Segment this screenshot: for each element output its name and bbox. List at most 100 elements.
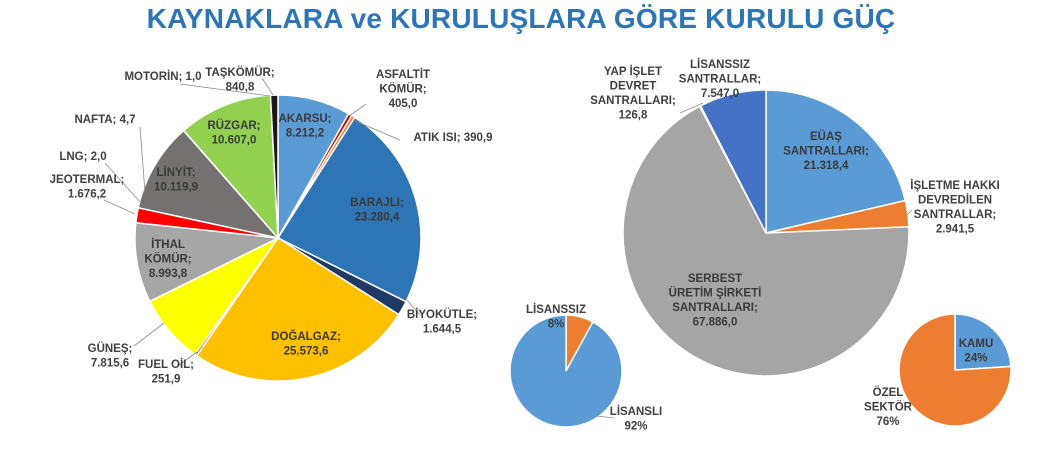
- label-akarsu-line: 8.212,2: [286, 128, 324, 140]
- slice-dogalgaz: [195, 236, 400, 382]
- label-ruzgar-line: RÜZGAR;: [207, 119, 260, 132]
- label-yid-line: SANTRALLARI;: [590, 95, 676, 107]
- label-lng-line: LNG; 2,0: [59, 151, 106, 163]
- label-serbest-line: ÜRETİM ŞİRKETİ: [669, 287, 762, 300]
- leader-yid: [679, 102, 704, 114]
- label-ozel-line: SEKTÖR: [864, 401, 913, 414]
- label-linyit-line: 10.119,9: [154, 182, 198, 194]
- label-fuel-oil-line: FUEL OİL;: [138, 358, 194, 371]
- label-isletme: İŞLETME HAKKI DEVREDİLEN SANTRALLAR; 2.941,…: [910, 179, 999, 236]
- label-dogalgaz: DOĞALGAZ; 25.573,6: [271, 330, 341, 358]
- label-motorin: MOTORİN; 1,0: [124, 70, 201, 83]
- label-fuel-oil-line: 251,9: [152, 374, 181, 386]
- label-yid-line: DEVRET: [610, 81, 657, 93]
- label-taskomur-line: 840,8: [226, 82, 255, 94]
- label-kamu-line: KAMU: [959, 338, 994, 350]
- label-biyokutle-line: 1.644,5: [423, 324, 462, 336]
- leader-isletme: [906, 209, 913, 216]
- label-kamu-line: 24%: [964, 353, 987, 365]
- leader-asfaltit: [348, 103, 367, 117]
- label-serbest-line: SERBEST: [688, 273, 742, 285]
- label-isletme-line: SANTRALLAR;: [914, 209, 996, 221]
- label-motorin-line: MOTORİN; 1,0: [124, 70, 201, 83]
- label-asfaltit-line: 405,0: [389, 98, 418, 110]
- label-ithal-komur-line: 8.993,8: [149, 268, 188, 280]
- label-ozel: ÖZEL SEKTÖR 76%: [864, 386, 913, 428]
- label-linyit-line: LİNYİT;: [157, 166, 196, 179]
- label-lisansli-line: 92%: [624, 421, 647, 433]
- leader-fuel-oil: [177, 351, 198, 367]
- label-isletme-line: DEVREDİLEN: [918, 194, 992, 207]
- label-asfaltit-line: KÖMÜR;: [379, 83, 426, 96]
- leader-gunes: [133, 322, 165, 347]
- label-lisanssiz-line: 7.547,0: [701, 88, 739, 100]
- label-gunes-line: 7.815,6: [91, 358, 129, 370]
- label-biyokutle: BİYOKÜTLE; 1.644,5: [407, 308, 477, 336]
- label-asfaltit-line: ASFALTİT: [376, 68, 430, 81]
- pie-sources: AKARSU; 8.212,2 ASFALTİT KÖMÜR; 405,0 ATIK IS…: [50, 66, 493, 386]
- label-yid: YAP İŞLET DEVRET SANTRALLARI; 126,8: [590, 65, 676, 122]
- leader-biyokutle: [406, 299, 421, 316]
- label-ithal-komur-line: KÖMÜR;: [144, 253, 191, 266]
- leader-jeotermal: [103, 199, 136, 215]
- label-lisanssiz-line: LİSANSSIZ: [690, 58, 750, 71]
- label-lisanssiz-line: LİSANSSIZ: [526, 303, 586, 316]
- label-lisanssiz: LİSANSSIZ SANTRALLAR; 7.547,0: [679, 58, 761, 100]
- label-dogalgaz-line: 25.573,6: [284, 346, 329, 358]
- label-ithal-komur: İTHAL KÖMÜR; 8.993,8: [144, 238, 191, 280]
- label-atik-isi-line: ATIK ISI; 390,9: [413, 132, 492, 144]
- pie-license: LİSANSSIZ 8% LİSANSLI 92%: [509, 303, 662, 433]
- slice-lisanssiz: [699, 89, 767, 234]
- label-ruzgar-line: 10.607,0: [212, 135, 257, 147]
- label-euas-line: EÜAŞ: [810, 130, 842, 143]
- label-euas-line: 21.318,4: [804, 160, 849, 172]
- label-gunes-line: GÜNEŞ;: [88, 342, 133, 355]
- leader-nafta: [139, 126, 146, 193]
- label-akarsu-line: AKARSU;: [278, 113, 331, 125]
- label-taskomur-line: TAŞKÖMÜR;: [205, 66, 274, 79]
- label-ozel-line: 76%: [876, 416, 899, 428]
- label-lisanssiz: LİSANSSIZ 8%: [526, 303, 586, 331]
- slice-taskomur: [269, 94, 279, 239]
- page-title: KAYNAKLARA ve KURULUŞLARA GÖRE KURULU GÜ…: [146, 3, 896, 34]
- label-barajli-line: BARAJLI;: [350, 197, 404, 209]
- label-nafta: NAFTA; 4,7: [74, 114, 135, 126]
- label-ozel-line: ÖZEL: [873, 386, 904, 399]
- label-lisansli-line: LİSANSLI: [610, 405, 662, 418]
- label-yid-line: YAP İŞLET: [604, 65, 662, 78]
- label-lisansli: LİSANSLI 92%: [610, 405, 662, 433]
- label-isletme-line: İŞLETME HAKKI: [910, 179, 999, 192]
- leader-motorin: [179, 83, 271, 97]
- label-lisanssiz-line: 8%: [548, 319, 565, 331]
- label-biyokutle-line: BİYOKÜTLE;: [407, 308, 477, 321]
- label-isletme-line: 2.941,5: [936, 224, 975, 236]
- label-kamu: KAMU 24%: [959, 338, 994, 365]
- label-asfaltit: ASFALTİT KÖMÜR; 405,0: [376, 68, 430, 110]
- label-linyit: LİNYİT; 10.119,9: [154, 166, 198, 194]
- slice-ithal-komur: [134, 221, 281, 303]
- label-ithal-komur-line: İTHAL: [151, 238, 185, 251]
- label-serbest: SERBEST ÜRETİM ŞİRKETİ SANTRALLARI; 67.886,…: [669, 273, 762, 329]
- label-yid-line: 126,8: [619, 110, 648, 122]
- label-jeotermal: JEOTERMAL; 1.676,2: [50, 174, 125, 201]
- label-gunes: GÜNEŞ; 7.815,6: [88, 342, 133, 370]
- label-serbest-line: 67.886,0: [693, 317, 738, 329]
- label-euas-line: SANTRALLARI;: [783, 146, 869, 158]
- label-barajli-line: 23.280,4: [355, 212, 400, 224]
- label-jeotermal-line: JEOTERMAL;: [50, 174, 125, 186]
- label-atik-isi: ATIK ISI; 390,9: [413, 132, 492, 144]
- label-dogalgaz-line: DOĞALGAZ;: [271, 330, 341, 343]
- slice-serbest: [622, 105, 910, 377]
- label-ruzgar: RÜZGAR; 10.607,0: [207, 119, 260, 147]
- label-serbest-line: SANTRALLARI;: [672, 302, 758, 314]
- leader-taskomur: [261, 77, 274, 96]
- label-euas: EÜAŞ SANTRALLARI; 21.318,4: [783, 130, 869, 172]
- slice-ozel: [898, 313, 1012, 427]
- label-barajli: BARAJLI; 23.280,4: [350, 197, 404, 224]
- label-fuel-oil: FUEL OİL; 251,9: [138, 358, 194, 386]
- leader-lisansli: [596, 415, 615, 419]
- pie-organizations: EÜAŞ SANTRALLARI; 21.318,4 İŞLETME HAKKI DEV…: [590, 58, 1000, 377]
- label-lisanssiz-line: SANTRALLAR;: [679, 74, 761, 86]
- slice-linyit: [137, 129, 281, 240]
